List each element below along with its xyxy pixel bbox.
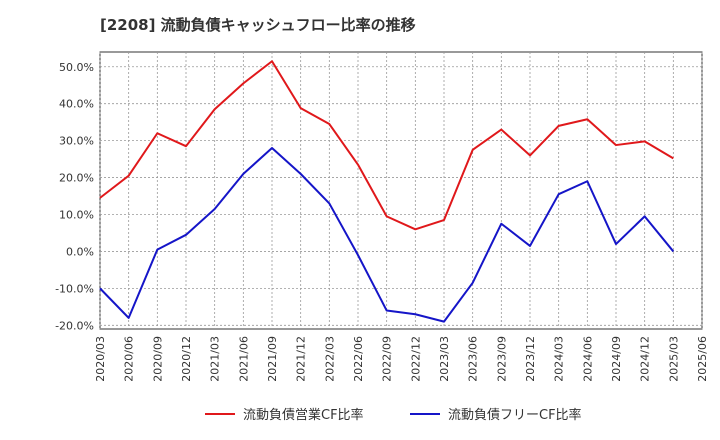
legend-label-2: 流動負債フリーCF比率 [448, 407, 582, 423]
y-tick-label: 20.0% [59, 172, 94, 185]
series-lines [99, 60, 675, 323]
y-tick-label: 30.0% [59, 135, 94, 148]
x-tick-label: 2021/12 [295, 336, 308, 382]
y-tick-label: 40.0% [59, 98, 94, 111]
x-tick-label: 2022/03 [323, 336, 336, 382]
x-tick-label: 2022/09 [381, 336, 394, 382]
x-tick-label: 2023/06 [467, 336, 480, 382]
x-tick-label: 2021/09 [266, 336, 279, 382]
x-axis: 2020/03 2020/06 2020/09 2020/12 2021/03 2021/… [94, 336, 709, 382]
chart-title: [2208] 流動負債キャッシュフロー比率の推移 [100, 16, 416, 34]
y-tick-label: -20.0% [55, 319, 94, 332]
x-tick-label: 2021/06 [237, 336, 250, 382]
x-tick-label: 2024/12 [639, 336, 652, 382]
x-tick-label: 2020/12 [180, 336, 193, 382]
x-tick-label: 2020/09 [151, 336, 164, 382]
x-tick-label: 2024/03 [553, 336, 566, 382]
x-tick-label: 2020/03 [94, 336, 107, 382]
x-tick-label: 2020/06 [123, 336, 136, 382]
y-tick-label: 0.0% [66, 245, 94, 258]
x-tick-label: 2022/12 [409, 336, 422, 382]
x-tick-label: 2025/03 [667, 336, 680, 382]
x-tick-label: 2024/09 [610, 336, 623, 382]
grid [99, 52, 703, 329]
series-line-1 [99, 60, 674, 231]
y-axis: -20.0% -10.0% 0.0% 10.0% 20.0% 30.0% 40.0% 50.0… [55, 61, 94, 333]
y-tick-label: -10.0% [55, 282, 94, 295]
x-tick-label: 2022/06 [352, 336, 365, 382]
y-tick-label: 50.0% [59, 61, 94, 74]
plot-area [99, 51, 703, 330]
x-tick-label: 2021/03 [209, 336, 222, 382]
legend-label-1: 流動負債営業CF比率 [243, 407, 364, 423]
series-line-2 [99, 147, 675, 323]
x-tick-label: 2024/06 [581, 336, 594, 382]
x-tick-label: 2023/09 [495, 336, 508, 382]
x-tick-label: 2023/03 [438, 336, 451, 382]
legend: 流動負債営業CF比率 流動負債フリーCF比率 [205, 407, 582, 423]
x-tick-label: 2025/06 [696, 336, 709, 382]
x-tick-label: 2023/12 [524, 336, 537, 382]
y-tick-label: 10.0% [59, 209, 94, 222]
